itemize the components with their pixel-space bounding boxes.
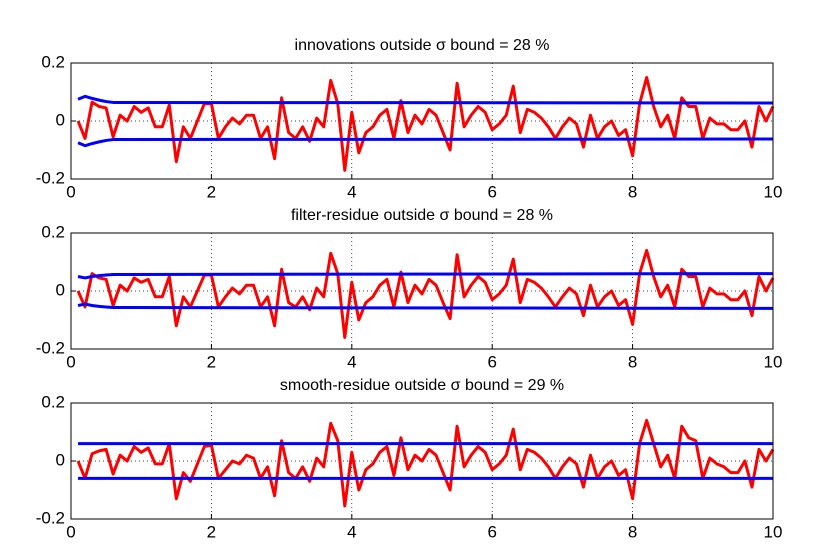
y-tick-label: -0.2 [36,338,65,357]
x-tick-label: 4 [347,182,356,201]
axes-box [70,232,774,350]
line-series [76,76,775,172]
line-series [76,248,775,339]
x-tick-label: 0 [66,522,75,541]
x-tick-label: 2 [207,352,216,371]
axes-box [70,62,774,180]
x-tick-label: 10 [764,352,783,371]
x-tick-label: 8 [628,182,637,201]
line-series [77,94,774,105]
x-tick-label: 6 [487,522,496,541]
x-tick-label: 2 [207,522,216,541]
x-tick-label: 8 [628,522,637,541]
y-tick-label: 0.2 [41,222,65,241]
line-series [77,272,774,280]
y-tick-label: 0.2 [41,392,65,411]
y-tick-label: 0 [56,450,65,469]
x-tick-label: 0 [66,352,75,371]
y-tick-label: 0.2 [41,52,65,71]
chart-title: filter-residue outside σ bound = 28 % [291,207,553,224]
x-tick-label: 6 [487,182,496,201]
y-tick-label: 0 [56,110,65,129]
x-tick-label: 10 [764,182,783,201]
x-tick-label: 6 [487,352,496,371]
x-tick-label: 10 [764,522,783,541]
line-series [76,418,775,508]
y-tick-label: 0 [56,280,65,299]
chart-title: innovations outside σ bound = 28 % [295,37,550,54]
y-tick-label: -0.2 [36,168,65,187]
x-tick-label: 4 [347,522,356,541]
line-series [77,137,774,148]
x-tick-label: 8 [628,352,637,371]
x-tick-label: 2 [207,182,216,201]
y-tick-label: -0.2 [36,508,65,527]
axes-box [70,402,774,520]
line-series [77,302,774,310]
chart-title: smooth-residue outside σ bound = 29 % [280,377,564,394]
x-tick-label: 0 [66,182,75,201]
x-tick-label: 4 [347,352,356,371]
